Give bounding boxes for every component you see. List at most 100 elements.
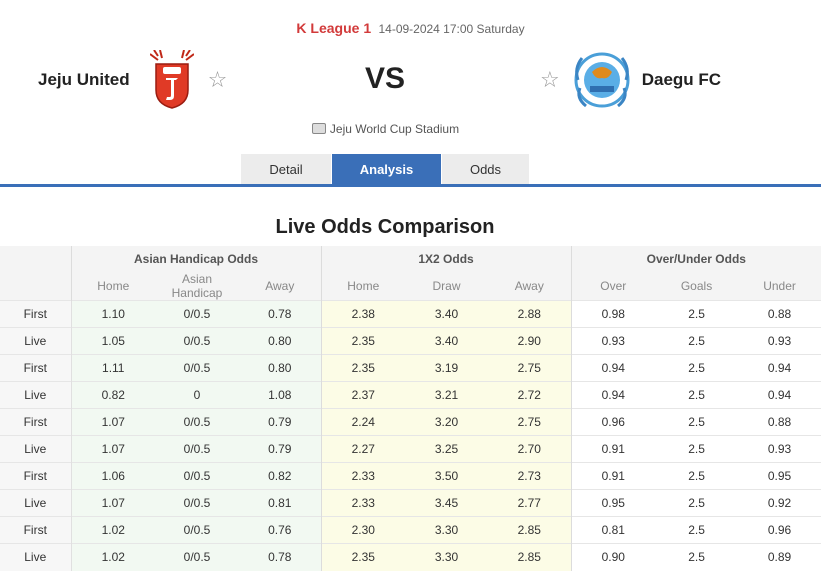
ou-over-cell: 0.95 — [570, 489, 656, 517]
x2-home-cell: 2.35 — [320, 327, 406, 355]
x2-home-cell: 2.30 — [320, 516, 406, 544]
ou-over-cell: 0.81 — [570, 516, 656, 544]
ah-handicap-cell: 0/0.5 — [155, 516, 239, 544]
x2-draw-cell: 3.19 — [405, 354, 489, 382]
x2-home-cell: 2.35 — [320, 543, 406, 571]
ou-over-cell: 0.91 — [570, 462, 656, 490]
ah-away-cell: 0.78 — [239, 543, 322, 571]
x2-away-cell: 2.85 — [488, 516, 572, 544]
section-title: Live Odds Comparison — [275, 216, 495, 238]
tab-bar: Detail Analysis Odds — [240, 154, 529, 185]
ah-home-cell: 1.02 — [70, 543, 155, 571]
x2-draw-cell: 3.20 — [405, 408, 489, 436]
away-team: ☆ Daegu FC — [540, 50, 721, 110]
group-1x2: 1X2 Odds — [320, 246, 572, 272]
table-row[interactable]: Live 0.82 0 1.08 2.37 3.21 2.72 0.94 2.5 0.94 — [0, 381, 821, 409]
ou-goals-cell: 2.5 — [655, 381, 739, 409]
favorite-star-icon[interactable]: ☆ — [207, 67, 228, 92]
x2-home-cell: 2.37 — [320, 381, 406, 409]
favorite-star-icon[interactable]: ☆ — [540, 67, 560, 92]
ah-handicap-cell: 0/0.5 — [155, 489, 239, 517]
x2-home-cell: 2.33 — [320, 462, 406, 490]
ou-over-cell: 0.93 — [570, 327, 656, 355]
x2-draw-cell: 3.25 — [405, 435, 489, 463]
table-row[interactable]: Live 1.07 0/0.5 0.81 2.33 3.45 2.77 0.95 2.5 0.92 — [0, 489, 821, 517]
table-row[interactable]: Live 1.02 0/0.5 0.78 2.35 3.30 2.85 0.90 2.5 0.89 — [0, 543, 821, 571]
ou-under-cell: 0.94 — [738, 381, 821, 409]
ah-handicap-cell: 0/0.5 — [155, 354, 239, 382]
tab-analysis[interactable]: Analysis — [331, 154, 441, 185]
ah-home-cell: 1.05 — [70, 327, 155, 355]
ah-home-cell: 1.02 — [70, 516, 155, 544]
match-info-line: K League 1 14-09-2024 17:00 Saturday — [0, 20, 821, 36]
ou-under-cell: 0.95 — [738, 462, 821, 490]
ou-goals-cell: 2.5 — [655, 543, 739, 571]
ah-home-cell: 1.11 — [70, 354, 155, 382]
ah-away-cell: 1.08 — [239, 381, 322, 409]
x2-home-cell: 2.35 — [320, 354, 406, 382]
table-row[interactable]: First 1.11 0/0.5 0.80 2.35 3.19 2.75 0.94 2.5 0.9… — [0, 354, 821, 382]
ah-away-cell: 0.79 — [239, 435, 322, 463]
ou-goals-cell: 2.5 — [655, 354, 739, 382]
x2-away-cell: 2.73 — [488, 462, 572, 490]
x2-draw-cell: 3.40 — [405, 327, 489, 355]
ah-handicap-cell: 0/0.5 — [155, 300, 239, 328]
x2-home-cell: 2.33 — [320, 489, 406, 517]
x2-home-cell: 2.24 — [320, 408, 406, 436]
ah-handicap-cell: 0/0.5 — [155, 408, 239, 436]
row-label: Live — [0, 489, 72, 517]
ou-goals-cell: 2.5 — [655, 327, 739, 355]
subheader: Away — [239, 272, 322, 301]
x2-draw-cell: 3.30 — [405, 543, 489, 571]
ah-away-cell: 0.78 — [239, 300, 322, 328]
table-row[interactable]: Live 1.05 0/0.5 0.80 2.35 3.40 2.90 0.93 2.5 0.93 — [0, 327, 821, 355]
ah-home-cell: 0.82 — [70, 381, 155, 409]
jeju-united-logo — [149, 50, 194, 110]
ou-over-cell: 0.94 — [570, 381, 656, 409]
ou-goals-cell: 2.5 — [655, 516, 739, 544]
x2-draw-cell: 3.40 — [405, 300, 489, 328]
ou-goals-cell: 2.5 — [655, 435, 739, 463]
x2-away-cell: 2.75 — [488, 354, 572, 382]
stadium-icon — [311, 123, 326, 134]
ah-away-cell: 0.81 — [239, 489, 322, 517]
ou-over-cell: 0.91 — [570, 435, 656, 463]
x2-home-cell: 2.38 — [320, 300, 406, 328]
ah-home-cell: 1.07 — [70, 489, 155, 517]
x2-draw-cell: 3.21 — [405, 381, 489, 409]
home-team-name[interactable]: Jeju United — [38, 70, 130, 89]
ah-handicap-cell: 0/0.5 — [155, 462, 239, 490]
table-row[interactable]: First 1.02 0/0.5 0.76 2.30 3.30 2.85 0.81 2.5 0.9… — [0, 516, 821, 544]
x2-draw-cell: 3.45 — [405, 489, 489, 517]
ah-handicap-cell: 0/0.5 — [155, 327, 239, 355]
x2-away-cell: 2.85 — [488, 543, 572, 571]
subheader: Draw — [405, 272, 489, 301]
x2-away-cell: 2.77 — [488, 489, 572, 517]
row-label: First — [0, 516, 72, 544]
ah-home-cell: 1.06 — [70, 462, 155, 490]
ah-handicap-cell: 0 — [155, 381, 239, 409]
stadium-name: Jeju World Cup Stadium — [329, 122, 460, 136]
tab-detail[interactable]: Detail — [240, 154, 331, 185]
x2-home-cell: 2.27 — [320, 435, 406, 463]
table-row[interactable]: First 1.06 0/0.5 0.82 2.33 3.50 2.73 0.91 2.5 0.9… — [0, 462, 821, 490]
ou-under-cell: 0.88 — [738, 300, 821, 328]
group-asian-handicap: Asian Handicap Odds — [70, 246, 322, 272]
ou-under-cell: 0.88 — [738, 408, 821, 436]
odds-table-body: First 1.10 0/0.5 0.78 2.38 3.40 2.88 0.98 2.5 0.8… — [0, 300, 821, 571]
odds-table: Asian Handicap Odds 1X2 Odds Over/Under … — [0, 246, 821, 571]
ou-under-cell: 0.92 — [738, 489, 821, 517]
table-row[interactable]: First 1.10 0/0.5 0.78 2.38 3.40 2.88 0.98 2.5 0.8… — [0, 300, 821, 328]
ah-away-cell: 0.79 — [239, 408, 322, 436]
ou-goals-cell: 2.5 — [655, 300, 739, 328]
league-link[interactable]: K League 1 — [296, 20, 372, 36]
ou-under-cell: 0.94 — [738, 354, 821, 382]
table-row[interactable]: Live 1.07 0/0.5 0.79 2.27 3.25 2.70 0.91 2.5 0.93 — [0, 435, 821, 463]
subheader: Home — [320, 272, 406, 301]
tab-odds[interactable]: Odds — [441, 154, 529, 185]
ou-goals-cell: 2.5 — [655, 489, 739, 517]
row-label: Live — [0, 435, 72, 463]
table-row[interactable]: First 1.07 0/0.5 0.79 2.24 3.20 2.75 0.96 2.5 0.8… — [0, 408, 821, 436]
away-team-name[interactable]: Daegu FC — [641, 70, 722, 89]
x2-away-cell: 2.90 — [488, 327, 572, 355]
